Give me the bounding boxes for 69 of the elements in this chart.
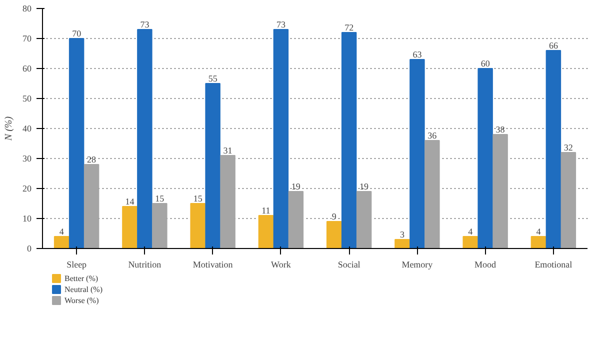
data-label: 3 xyxy=(400,230,405,240)
x-tick-label: Social xyxy=(338,260,361,270)
x-tick-label: Sleep xyxy=(66,260,88,270)
bar xyxy=(478,68,493,248)
bar xyxy=(288,191,304,248)
bar xyxy=(546,50,562,248)
data-label: 4 xyxy=(59,226,64,236)
data-label: 73 xyxy=(276,20,286,30)
bar xyxy=(122,206,138,248)
bar xyxy=(410,59,425,248)
x-tick-label: Emotional xyxy=(534,260,573,270)
y-axis-title: N (%) xyxy=(4,116,14,142)
y-tick-label: 40 xyxy=(22,124,32,134)
data-label: 11 xyxy=(262,206,270,216)
bar xyxy=(424,140,440,248)
x-tick-label: Memory xyxy=(402,260,434,270)
bar xyxy=(152,203,168,248)
data-label: 15 xyxy=(155,194,165,204)
data-label: 31 xyxy=(223,146,232,156)
bar xyxy=(462,236,478,248)
data-label: 55 xyxy=(208,74,218,84)
bar xyxy=(68,38,84,248)
bar xyxy=(220,155,236,248)
legend-label: Worse (%) xyxy=(64,296,100,305)
bar xyxy=(326,221,342,248)
bar xyxy=(560,152,576,248)
data-label: 32 xyxy=(564,142,573,152)
data-label: 73 xyxy=(140,20,150,30)
data-label: 70 xyxy=(72,28,82,38)
x-tick-label: Nutrition xyxy=(128,260,162,270)
y-tick-label: 50 xyxy=(22,94,32,104)
y-tick-label: 0 xyxy=(27,244,32,254)
data-label: 4 xyxy=(468,226,474,236)
y-tick-label: 10 xyxy=(22,214,32,224)
legend-label: Better (%) xyxy=(64,274,98,283)
data-label: 60 xyxy=(480,58,490,68)
data-label: 63 xyxy=(412,50,422,60)
legend-label: Neutral (%) xyxy=(64,285,103,294)
bar xyxy=(205,83,220,248)
data-label: 19 xyxy=(291,182,301,192)
x-tick-label: Work xyxy=(271,260,292,270)
data-label: 19 xyxy=(360,182,370,192)
data-label: 14 xyxy=(125,196,135,206)
data-label: 4 xyxy=(536,226,542,236)
y-tick-label: 70 xyxy=(22,34,32,44)
y-tick-label: 60 xyxy=(22,64,32,74)
y-tick-label: 30 xyxy=(22,154,32,164)
data-label: 38 xyxy=(496,124,506,134)
bar xyxy=(258,215,274,248)
bar xyxy=(137,29,152,248)
data-label: 72 xyxy=(344,22,354,32)
data-label: 9 xyxy=(332,212,337,222)
data-label: 28 xyxy=(87,154,97,164)
x-tick-label: Motivation xyxy=(192,260,234,270)
data-label: 66 xyxy=(548,40,558,50)
data-label: 15 xyxy=(193,194,203,204)
y-tick-label: 80 xyxy=(22,4,32,14)
bar xyxy=(54,236,70,248)
bar xyxy=(341,32,357,248)
bar xyxy=(84,164,100,248)
bar xyxy=(273,29,289,248)
bar xyxy=(356,191,372,248)
bar xyxy=(190,203,206,248)
data-label: 36 xyxy=(428,130,438,140)
bar xyxy=(492,134,508,248)
x-tick-label: Mood xyxy=(474,260,497,270)
bar xyxy=(530,236,546,248)
bar xyxy=(394,239,410,248)
y-tick-label: 20 xyxy=(22,184,32,194)
